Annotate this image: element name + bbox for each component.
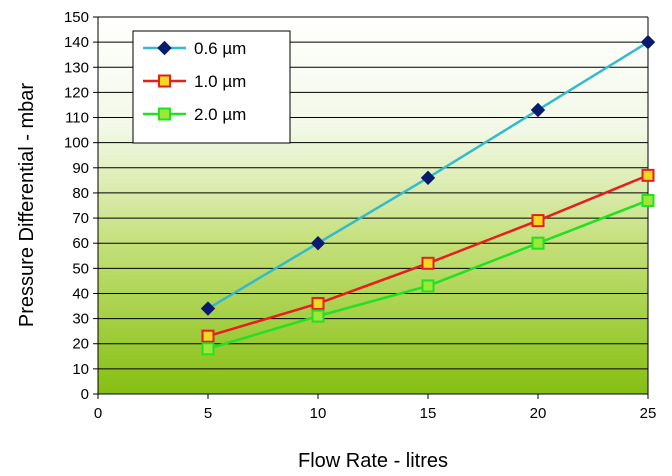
legend-marker [157,40,172,56]
legend: 0.6 µm 1.0 µm 2.0 µm [132,30,291,144]
tick-labels: 0 10 20 30 40 50 60 70 80 90 100 110 120 130 140 150 0 5 1… [64,9,656,422]
data-point-marker [640,34,656,50]
data-point-marker [641,168,655,182]
grid-lines [98,16,648,370]
y-tick-label: 40 [72,285,89,302]
y-tick-label: 130 [64,59,89,76]
x-tick-label: 25 [640,405,657,422]
legend-item: 2.0 µm [143,105,246,124]
legend-marker [158,107,171,121]
data-point-marker [311,297,325,311]
data-point-marker [531,214,545,228]
series-layer [200,34,656,356]
data-point-marker [201,329,215,343]
y-tick-label: 60 [72,235,89,252]
y-axis-title: Pressure Differential - mbar [16,83,38,328]
x-tick-label: 5 [204,405,212,422]
y-tick-label: 80 [72,185,89,202]
legend-label: 1.0 µm [194,72,246,91]
y-tick-label: 120 [64,84,89,101]
y-tick-label: 150 [64,9,89,26]
x-tick-label: 10 [310,405,327,422]
y-tick-label: 30 [72,311,89,328]
series-3 [201,193,655,356]
y-tick-label: 20 [72,336,89,353]
data-point-marker [200,301,216,316]
y-tick-label: 140 [64,34,89,51]
data-point-marker [421,279,435,293]
data-point-marker [531,236,545,250]
x-tick-label: 0 [94,405,102,422]
legend-marker [158,74,171,88]
data-point-marker [641,193,655,207]
legend-item: 1.0 µm [143,72,246,91]
data-point-marker [530,102,546,118]
data-point-marker [420,170,436,186]
series-1 [200,34,656,316]
x-tick-label: 15 [420,405,437,422]
legend-label: 0.6 µm [194,39,246,58]
y-tick-label: 110 [65,110,89,127]
legend-label: 2.0 µm [194,105,246,124]
data-point-marker [311,309,325,323]
legend-item: 0.6 µm [143,39,246,58]
x-tick-label: 20 [530,405,547,422]
y-tick-label: 90 [72,160,89,177]
y-tick-label: 100 [64,135,89,152]
y-tick-label: 10 [72,361,89,378]
data-point-marker [310,235,326,251]
series-2 [201,168,655,343]
y-tick-label: 0 [81,386,89,403]
axes [93,16,649,399]
data-point-marker [201,342,215,356]
y-tick-label: 70 [72,210,89,227]
y-tick-label: 50 [72,260,89,277]
data-point-marker [421,256,435,270]
x-axis-title: Flow Rate - litres [298,450,448,472]
